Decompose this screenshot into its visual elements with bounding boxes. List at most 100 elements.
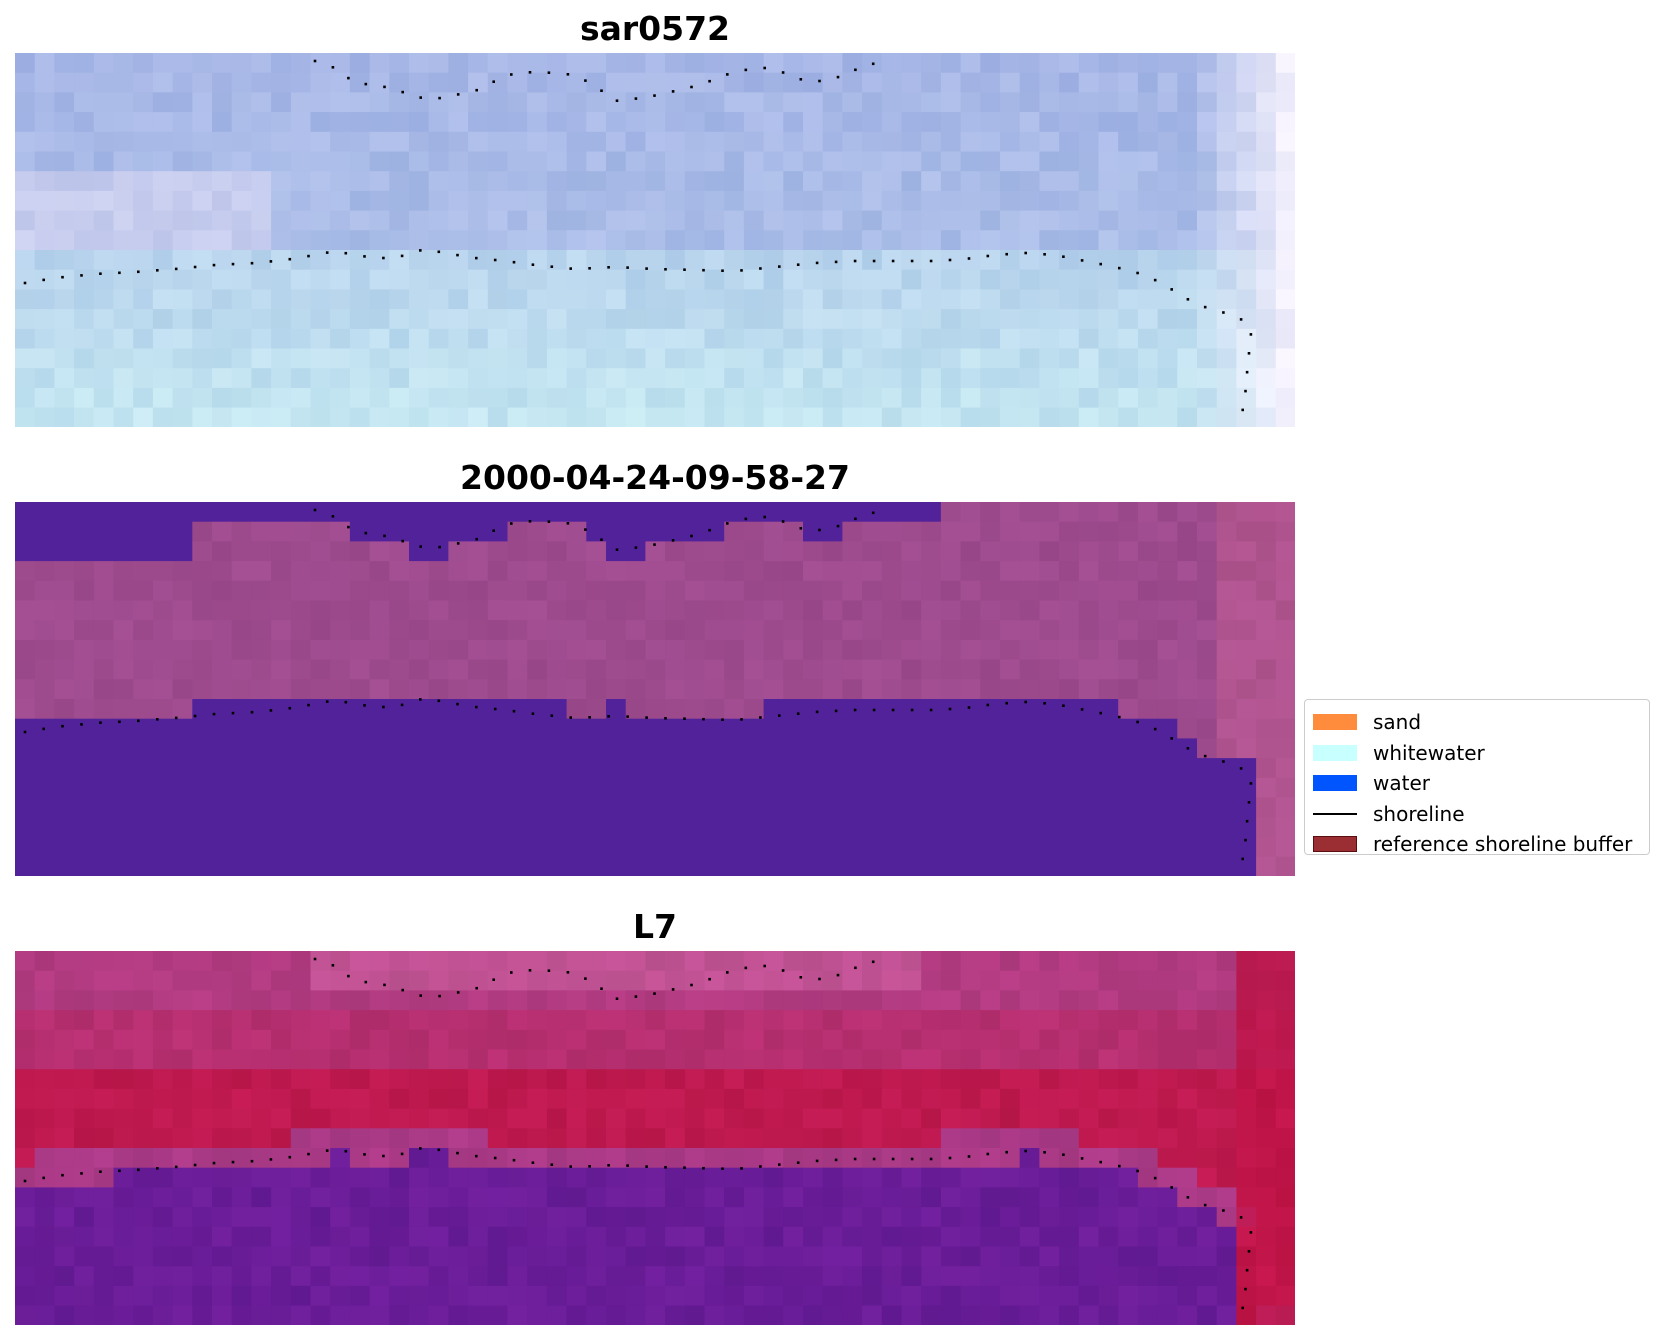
- shoreline-point: [690, 983, 693, 987]
- shoreline-point: [645, 1165, 648, 1168]
- shoreline-point: [744, 966, 748, 970]
- shoreline-point: [708, 977, 711, 981]
- shoreline-point: [156, 269, 159, 272]
- shoreline-point: [331, 515, 335, 518]
- shoreline-point: [1249, 1231, 1253, 1234]
- rgb-image-pixels: [15, 53, 1295, 427]
- shoreline-point: [510, 971, 513, 974]
- shoreline-point: [948, 1156, 952, 1160]
- shoreline-point: [1118, 266, 1121, 270]
- legend-swatch-whitewater: [1313, 744, 1357, 761]
- shoreline-point: [588, 1165, 591, 1168]
- shoreline-point: [569, 716, 572, 719]
- shoreline-point: [313, 508, 317, 512]
- shoreline-point: [400, 703, 404, 707]
- shoreline-point: [401, 90, 404, 94]
- shoreline-point: [1099, 711, 1102, 715]
- shoreline-point: [531, 712, 535, 715]
- shoreline-point: [307, 254, 310, 258]
- shoreline-point: [250, 261, 254, 265]
- legend-swatch-reference-buffer: [1313, 836, 1357, 853]
- shoreline-point: [1245, 819, 1249, 823]
- shoreline-point: [438, 994, 441, 998]
- shoreline-point: [702, 717, 705, 721]
- shoreline-point: [1170, 737, 1173, 740]
- index-image-panel: [15, 951, 1295, 1325]
- shoreline-point: [383, 85, 386, 89]
- shoreline-point: [929, 259, 933, 263]
- shoreline-point: [512, 260, 516, 264]
- shoreline-point: [818, 977, 821, 981]
- shoreline-point: [781, 71, 785, 74]
- shoreline-point: [929, 1157, 933, 1161]
- shoreline-point: [212, 263, 216, 267]
- shoreline-point: [1005, 1150, 1008, 1154]
- shoreline-point: [634, 995, 638, 998]
- shoreline-point: [815, 710, 819, 714]
- shoreline-point: [61, 275, 64, 279]
- shoreline-point: [1247, 352, 1251, 355]
- shoreline-point: [493, 1156, 497, 1160]
- shoreline-point: [566, 971, 570, 974]
- shoreline-point: [569, 1165, 572, 1168]
- shoreline-point: [799, 527, 803, 530]
- shoreline-point: [1118, 1164, 1121, 1168]
- shoreline-point: [1043, 702, 1046, 705]
- shoreline-point: [331, 66, 335, 69]
- shoreline-point: [653, 94, 656, 97]
- shoreline-point: [512, 1158, 516, 1162]
- shoreline-point: [307, 1152, 310, 1156]
- shoreline-point: [269, 260, 273, 263]
- shoreline-point: [174, 267, 178, 271]
- shoreline-point: [566, 73, 570, 76]
- shoreline-point: [313, 957, 317, 961]
- shoreline-point: [872, 259, 876, 263]
- legend-label: whitewater: [1373, 740, 1485, 765]
- shoreline-point: [231, 1160, 235, 1164]
- shoreline-point: [910, 708, 914, 712]
- shoreline-point: [891, 259, 895, 263]
- shoreline-point: [726, 971, 729, 974]
- shoreline-point: [531, 263, 535, 266]
- shoreline-point: [1043, 253, 1046, 256]
- shoreline-point: [363, 704, 366, 707]
- shoreline-point: [325, 700, 329, 703]
- shoreline-point: [1222, 760, 1225, 763]
- shoreline-point: [759, 1165, 762, 1168]
- shoreline-point: [80, 274, 83, 277]
- shoreline-point: [853, 259, 857, 263]
- shoreline-point: [400, 254, 404, 258]
- shoreline-point: [967, 1155, 971, 1158]
- shoreline-point: [683, 268, 686, 271]
- shoreline-point: [929, 708, 933, 712]
- shoreline-point: [137, 1168, 140, 1172]
- shoreline-point: [288, 1155, 292, 1159]
- shoreline-point: [42, 278, 45, 282]
- shoreline-point: [193, 714, 197, 718]
- shoreline-point: [744, 68, 748, 72]
- shoreline-point: [382, 1154, 385, 1158]
- shoreline-point: [492, 529, 495, 532]
- shoreline-point: [250, 710, 254, 714]
- shoreline-point: [690, 85, 693, 89]
- shoreline-point: [547, 969, 551, 972]
- shoreline-point: [80, 1172, 83, 1175]
- shoreline-point: [853, 708, 857, 712]
- panel-title-rgb: sar0572: [579, 9, 731, 48]
- shoreline-point: [344, 700, 348, 704]
- legend: sand whitewater water shoreline referenc…: [1304, 699, 1650, 856]
- shoreline-point: [325, 1149, 329, 1152]
- shoreline-point: [1186, 747, 1190, 750]
- shoreline-point: [99, 1170, 102, 1173]
- shoreline-point: [872, 1157, 876, 1161]
- shoreline-point: [531, 1161, 535, 1164]
- shoreline-point: [664, 1166, 667, 1169]
- shoreline-point: [80, 723, 83, 726]
- shoreline-point: [759, 267, 762, 270]
- shoreline-point: [1247, 1250, 1251, 1253]
- shoreline-point: [600, 987, 603, 990]
- shoreline-point: [156, 718, 159, 721]
- shoreline-point: [1136, 720, 1139, 724]
- shoreline-point: [653, 992, 656, 995]
- shoreline-point: [778, 265, 781, 268]
